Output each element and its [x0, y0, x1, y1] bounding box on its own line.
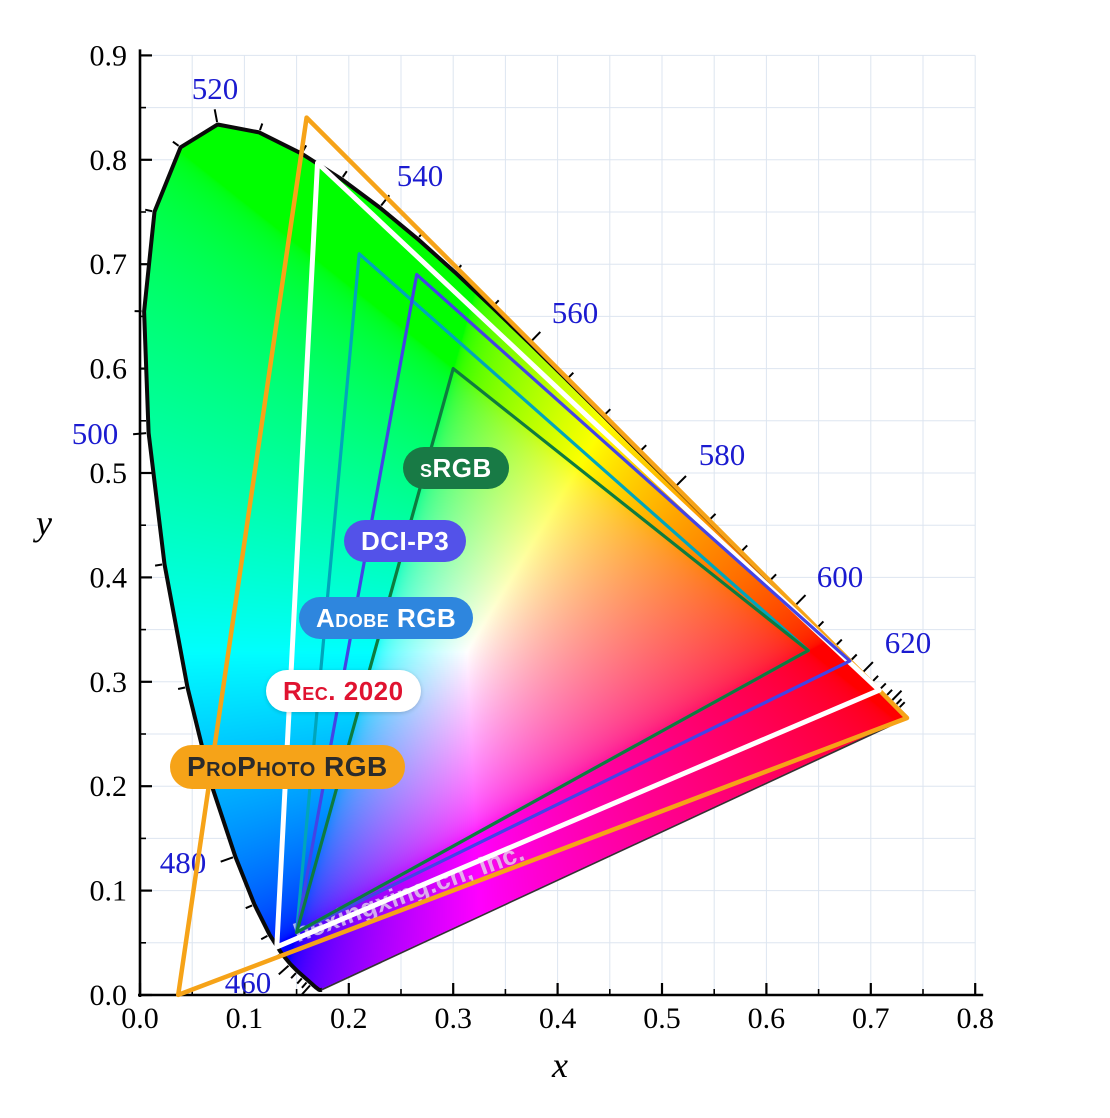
x-axis-title: x	[552, 1045, 568, 1085]
gamut-label-dci-p3: DCI-P3	[344, 520, 467, 562]
gamut-label-adobe-rgb: Adobe RGB	[299, 597, 474, 639]
gamut-label-prophoto-rgb: ProPhoto RGB	[170, 745, 405, 789]
y-axis-title: y	[36, 503, 52, 543]
gamut-label-rec-2020: Rec. 2020	[266, 670, 421, 712]
gamut-label-srgb: sRGB	[403, 447, 509, 489]
